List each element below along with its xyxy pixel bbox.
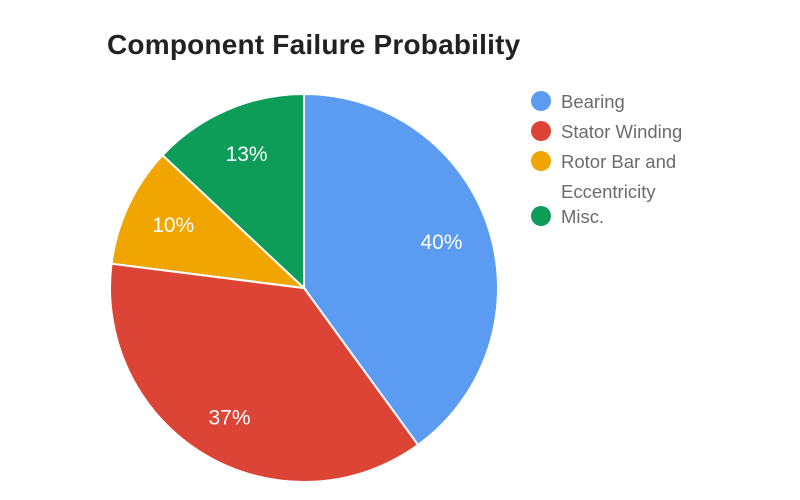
svg-text:37%: 37% — [208, 407, 250, 430]
svg-text:40%: 40% — [420, 231, 462, 254]
svg-text:10%: 10% — [152, 214, 194, 237]
svg-text:13%: 13% — [226, 143, 268, 166]
